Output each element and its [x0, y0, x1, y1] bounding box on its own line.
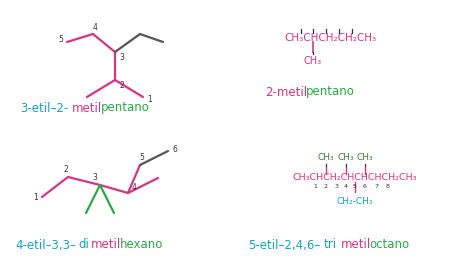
Text: 5: 5 — [139, 153, 145, 163]
Text: 3: 3 — [119, 52, 125, 61]
Text: CH₃: CH₃ — [357, 152, 374, 161]
Text: 2: 2 — [119, 81, 124, 89]
Text: 1: 1 — [313, 185, 317, 189]
Text: 2: 2 — [64, 164, 68, 173]
Text: 1: 1 — [34, 193, 38, 202]
Text: 5-etil–2,4,6–: 5-etil–2,4,6– — [248, 239, 320, 251]
Text: 6: 6 — [363, 185, 367, 189]
Text: 1: 1 — [147, 94, 152, 103]
Text: 3: 3 — [335, 185, 339, 189]
Text: 2: 2 — [324, 185, 328, 189]
Text: 4: 4 — [132, 184, 137, 193]
Text: CH₃: CH₃ — [337, 152, 354, 161]
Text: CH₃: CH₃ — [304, 56, 322, 66]
Text: pentano: pentano — [306, 85, 355, 98]
Text: 8: 8 — [386, 185, 390, 189]
Text: 7: 7 — [374, 185, 378, 189]
Text: 3: 3 — [92, 172, 98, 181]
Text: 4-etil–3,3–: 4-etil–3,3– — [15, 239, 76, 251]
Text: CH₃CHCH₂CH₂CH₃: CH₃CHCH₂CH₂CH₃ — [284, 33, 376, 43]
Text: hexano: hexano — [119, 239, 163, 251]
Text: 2-metil: 2-metil — [265, 85, 307, 98]
Text: 5: 5 — [59, 35, 64, 44]
Text: metil: metil — [341, 239, 371, 251]
Text: tri: tri — [323, 239, 337, 251]
Text: CH₂-CH₃: CH₂-CH₃ — [337, 197, 373, 206]
Text: di: di — [79, 239, 90, 251]
Text: 3-etil–2-: 3-etil–2- — [20, 102, 68, 114]
Text: metil: metil — [72, 102, 102, 114]
Text: octano: octano — [370, 239, 410, 251]
Text: 4: 4 — [92, 23, 98, 31]
Text: CH₃: CH₃ — [318, 152, 334, 161]
Text: CH₃CHCH₂CHCHCHCH₂CH₃: CH₃CHCH₂CHCHCHCH₂CH₃ — [293, 173, 417, 182]
Text: 4: 4 — [344, 185, 348, 189]
Text: metil: metil — [91, 239, 121, 251]
Text: 5: 5 — [353, 185, 357, 189]
Text: 6: 6 — [173, 144, 177, 153]
Text: pentano: pentano — [101, 102, 150, 114]
